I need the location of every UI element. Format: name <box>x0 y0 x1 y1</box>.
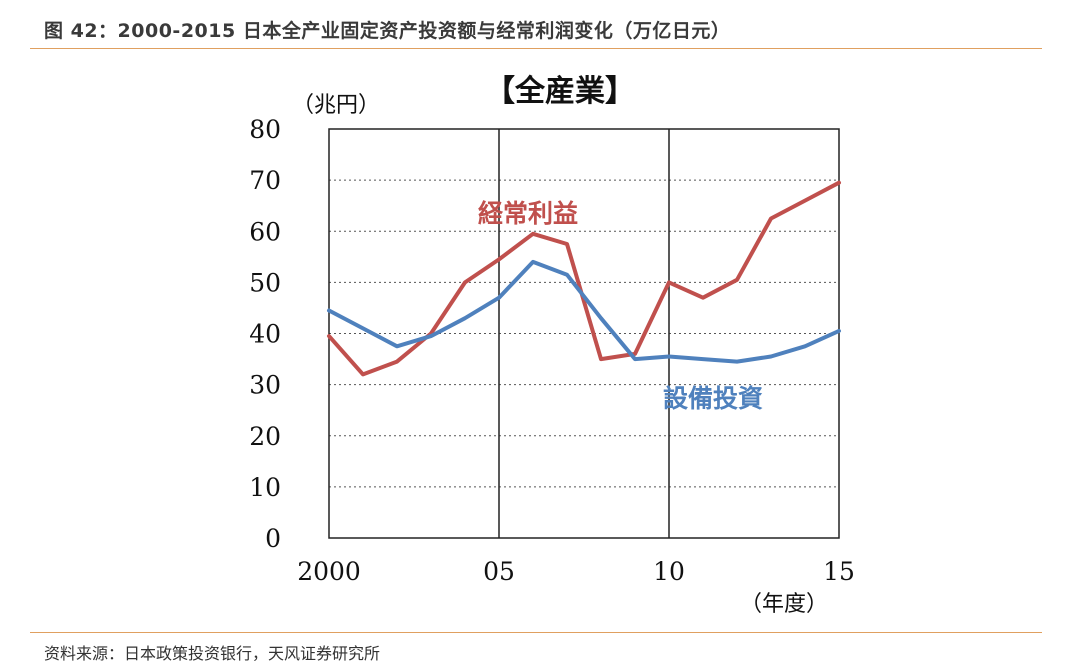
y-tick-label: 0 <box>265 524 281 553</box>
y-tick-label: 40 <box>249 320 281 349</box>
y-axis-ticks: 0 10 20 30 40 50 60 70 80 <box>249 115 281 553</box>
y-tick-label: 10 <box>249 473 281 502</box>
y-tick-label: 70 <box>249 166 281 195</box>
y-tick-label: 80 <box>249 115 281 144</box>
x-tick-label: 10 <box>653 557 685 586</box>
y-tick-label: 30 <box>249 371 281 400</box>
x-tick-label: 15 <box>823 557 855 586</box>
grid-lines <box>329 179 839 488</box>
source-divider <box>30 632 1042 633</box>
y-axis-unit: （兆円） <box>292 93 380 118</box>
figure-caption: 图 42：2000-2015 日本全产业固定资产投资额与经常利润变化（万亿日元） <box>44 20 731 42</box>
series-line-investment <box>327 259 841 364</box>
x-grid-lines <box>498 129 670 538</box>
y-tick-label: 20 <box>249 422 281 451</box>
series-line-profit <box>327 180 841 377</box>
x-axis-ticks: 2000 05 10 15 <box>297 557 855 586</box>
y-tick-label: 50 <box>249 268 281 297</box>
y-tick-label: 60 <box>249 217 281 246</box>
x-tick-label: 2000 <box>297 557 361 586</box>
series-label-profit: 経常利益 <box>478 199 578 228</box>
x-axis-unit: （年度） <box>740 592 828 617</box>
caption-divider <box>30 48 1042 49</box>
plot-frame <box>328 128 840 539</box>
chart-title: 【全産業】 <box>485 74 635 109</box>
source-note: 资料来源：日本政策投资银行，天风证券研究所 <box>44 644 381 663</box>
x-tick-label: 05 <box>483 557 515 586</box>
series-lines <box>327 180 841 377</box>
series-label-investment: 設備投資 <box>663 384 763 413</box>
